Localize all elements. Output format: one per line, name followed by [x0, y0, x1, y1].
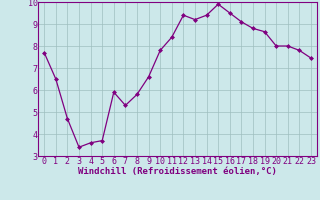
X-axis label: Windchill (Refroidissement éolien,°C): Windchill (Refroidissement éolien,°C) [78, 167, 277, 176]
